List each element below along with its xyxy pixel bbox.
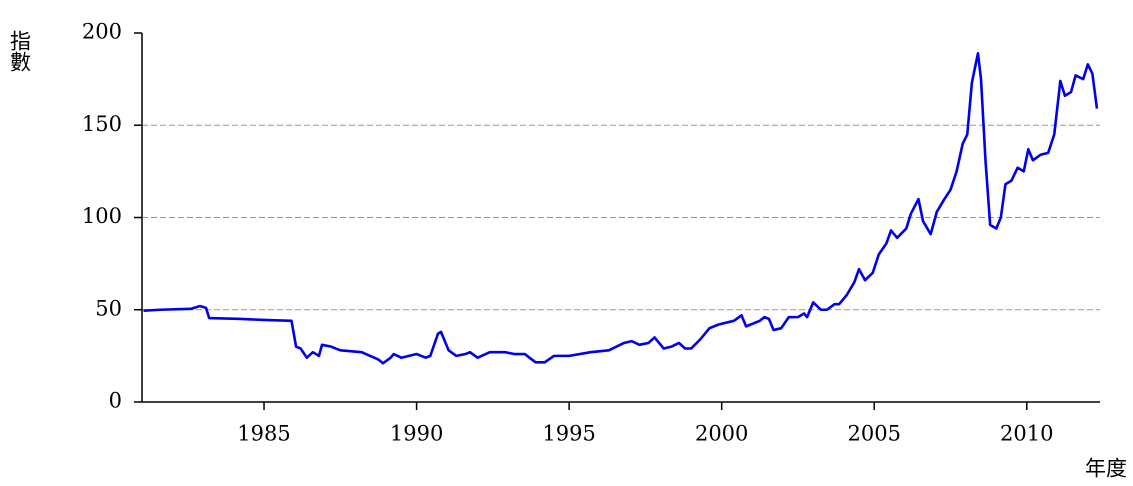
y-axis-label: 指數 xyxy=(8,30,32,72)
y-tick-label: 200 xyxy=(82,20,122,44)
y-tick-label: 100 xyxy=(82,204,122,228)
x-tick-label: 2010 xyxy=(1000,422,1053,446)
y-tick-label: 0 xyxy=(109,389,122,413)
y-tick-label: 50 xyxy=(95,296,122,320)
x-axis-label: 年度 xyxy=(1085,457,1127,481)
x-tick-label: 1990 xyxy=(390,422,443,446)
y-tick-label: 150 xyxy=(82,112,122,136)
x-tick-label: 1995 xyxy=(542,422,595,446)
data-line xyxy=(143,52,1099,365)
x-tick-label: 2005 xyxy=(848,422,901,446)
x-tick-label: 2000 xyxy=(695,422,748,446)
x-tick-label: 1985 xyxy=(237,422,290,446)
